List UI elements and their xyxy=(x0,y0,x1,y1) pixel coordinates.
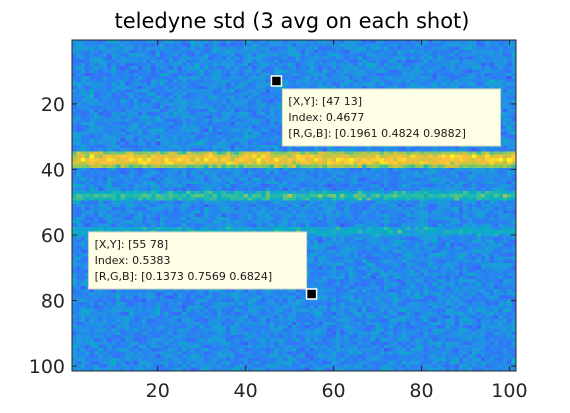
datatip-text-line2: Index: 0.5383 xyxy=(95,254,171,267)
x-tick-label: 60 xyxy=(321,380,345,402)
datatip-2[interactable]: [X,Y]: [55 78] Index: 0.5383 [R,G,B]: [0.1… xyxy=(88,231,318,300)
datatip-1[interactable]: [X,Y]: [47 13] Index: 0.4677 [R,G,B]: [0.1… xyxy=(270,75,501,147)
y-tick-label: 40 xyxy=(41,159,65,181)
x-tick-label: 40 xyxy=(234,380,258,402)
y-tick-label: 20 xyxy=(41,94,65,116)
datatip-box xyxy=(88,231,308,290)
datatip-text-line1: [X,Y]: [55 78] xyxy=(95,238,169,251)
axes-frame xyxy=(71,39,517,372)
x-tick-label: 80 xyxy=(409,380,433,402)
y-axis: 20 40 60 80 100 xyxy=(29,94,516,378)
chart-title: teledyne std (3 avg on each shot) xyxy=(115,9,470,33)
datatip-text-line3: [R,G,B]: [0.1961 0.4824 0.9882] xyxy=(288,127,466,140)
x-tick-label: 20 xyxy=(146,380,170,402)
datatip-text-line1: [X,Y]: [47 13] xyxy=(288,95,362,108)
x-tick-label: 100 xyxy=(491,380,527,402)
datatip-box xyxy=(281,88,501,147)
datatip-text-line3: [R,G,B]: [0.1373 0.7569 0.6824] xyxy=(95,270,273,283)
y-tick-label: 60 xyxy=(41,225,65,247)
datatip-text-line2: Index: 0.4677 xyxy=(288,111,364,124)
y-tick-label: 80 xyxy=(41,291,65,313)
datatip-marker[interactable] xyxy=(305,288,318,300)
y-tick-label: 100 xyxy=(29,356,65,378)
datatip-marker[interactable] xyxy=(270,75,283,87)
x-axis: 20 40 60 80 100 xyxy=(146,40,528,402)
datatips: [X,Y]: [47 13] Index: 0.4677 [R,G,B]: [0.1… xyxy=(88,75,501,300)
